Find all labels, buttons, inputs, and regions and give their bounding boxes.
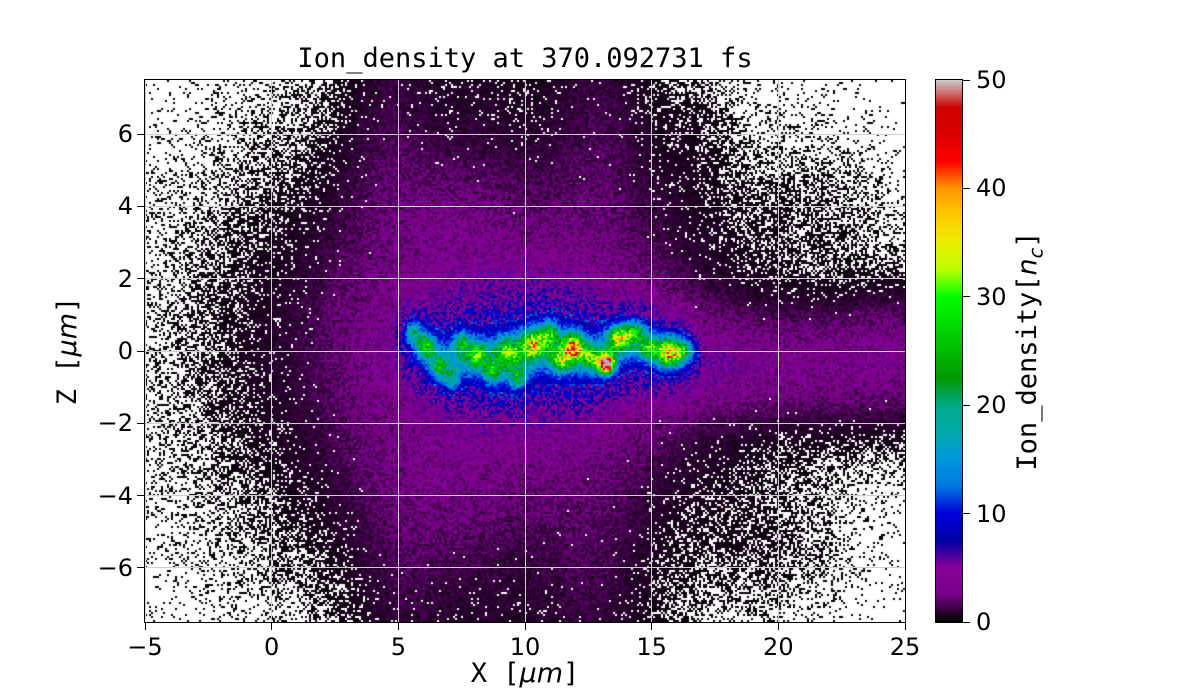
x-tick-label: 10 [509,633,541,661]
colorbar-label-suffix: ] [1012,231,1044,248]
x-tick-mark [777,623,779,630]
x-axis-label-math: μm [519,658,563,689]
colorbar-tick-mark [963,79,970,81]
colorbar-tick-mark [963,621,970,623]
colorbar-gradient [936,80,962,622]
plot-area [144,80,906,622]
x-axis-label-text: X [ [470,658,520,689]
colorbar-tick-label: 30 [976,282,1007,311]
y-tick-label: 2 [117,264,133,293]
x-tick-label: 15 [636,633,667,661]
x-tick-label: −5 [127,633,163,661]
colorbar-tick-label: 20 [976,390,1007,419]
y-tick-mark [137,133,144,135]
colorbar-tick-label: 50 [976,65,1007,94]
x-axis-label: X [μm] [145,659,905,689]
x-tick-mark [904,623,906,630]
colorbar-tick-mark [963,404,970,406]
x-tick-mark [524,623,526,630]
y-tick-label: 4 [117,192,133,221]
heatmap-canvas [145,80,905,622]
y-tick-label: −6 [97,553,133,582]
y-tick-mark [137,205,144,207]
x-tick-label: 25 [889,633,921,661]
y-tick-mark [137,422,144,424]
y-tick-label: −4 [97,481,133,510]
x-tick-label: 0 [264,633,280,661]
x-tick-label: 5 [390,633,406,661]
colorbar-tick-label: 10 [976,499,1007,528]
y-tick-mark [137,350,144,352]
x-tick-label: 20 [763,633,794,661]
colorbar-tick-mark [963,187,970,189]
chart-title: Ion_density at 370.092731 fs [297,43,753,74]
x-axis-label-suffix: ] [563,658,580,689]
colorbar-label-math: n [1012,258,1044,276]
colorbar-label-subscript: c [1024,247,1048,259]
x-tick-mark [144,623,146,630]
y-tick-mark [137,567,144,569]
colorbar-tick-label: 0 [976,607,992,636]
colorbar-tick-mark [963,296,970,298]
y-tick-mark [137,495,144,497]
colorbar-tick-label: 40 [976,174,1007,203]
y-tick-label: 0 [117,336,133,365]
y-tick-mark [137,278,144,280]
y-tick-label: −2 [97,409,133,438]
x-tick-mark [397,623,399,630]
colorbar-tick-mark [963,513,970,515]
y-tick-label: 6 [117,119,133,148]
colorbar-label-text: Ion_density[ [1012,275,1044,471]
colorbar-label: Ion_density[nc] [1012,231,1048,471]
y-axis-label-suffix: ] [52,296,84,313]
x-tick-mark [651,623,653,630]
x-tick-mark [271,623,273,630]
